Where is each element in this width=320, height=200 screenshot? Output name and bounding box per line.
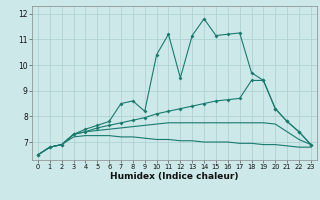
X-axis label: Humidex (Indice chaleur): Humidex (Indice chaleur) — [110, 172, 239, 181]
